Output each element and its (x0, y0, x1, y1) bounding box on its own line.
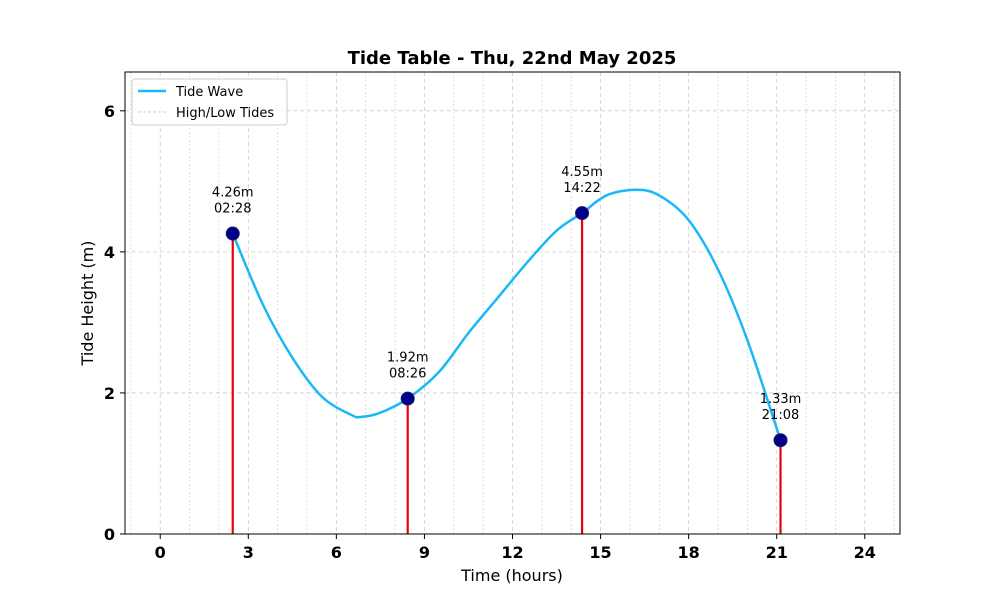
y-tick-label: 0 (104, 525, 115, 544)
x-axis-label: Time (hours) (460, 566, 563, 585)
x-tick-label: 6 (331, 543, 342, 562)
tide-marker (773, 433, 788, 448)
x-tick-label: 3 (243, 543, 254, 562)
legend: Tide Wave High/Low Tides (131, 78, 288, 126)
tide-time-label: 02:28 (214, 202, 251, 217)
x-tick-label: 18 (678, 543, 700, 562)
y-tick-label: 4 (104, 243, 115, 262)
tide-height-label: 1.92m (387, 351, 429, 366)
y-axis-label: Tide Height (m) (78, 241, 97, 367)
x-tick-label: 0 (155, 543, 166, 562)
x-tick-label: 21 (766, 543, 788, 562)
tide-time-label: 14:22 (563, 181, 600, 196)
tide-marker (575, 206, 590, 221)
y-tick-label: 2 (104, 384, 115, 403)
tide-time-label: 21:08 (762, 408, 799, 423)
legend-box (131, 78, 288, 126)
legend-tides-label: High/Low Tides (176, 106, 274, 121)
x-tick-label: 24 (854, 543, 876, 562)
tide-time-label: 08:26 (389, 367, 426, 382)
x-tick-label: 9 (419, 543, 430, 562)
grid (125, 72, 900, 535)
tide-height-label: 4.26m (212, 186, 254, 201)
tide-height-label: 4.55m (561, 165, 603, 180)
x-tick-label: 15 (589, 543, 611, 562)
chart-title: Tide Table - Thu, 22nd May 2025 (348, 48, 677, 69)
x-tick-label: 12 (501, 543, 523, 562)
tide-marker (400, 391, 415, 406)
tide-height-label: 1.33m (760, 392, 802, 407)
tide-wave-line (231, 188, 782, 441)
y-tick-label: 6 (104, 102, 115, 121)
tide-marker (225, 226, 240, 241)
legend-curve-label: Tide Wave (175, 85, 243, 100)
